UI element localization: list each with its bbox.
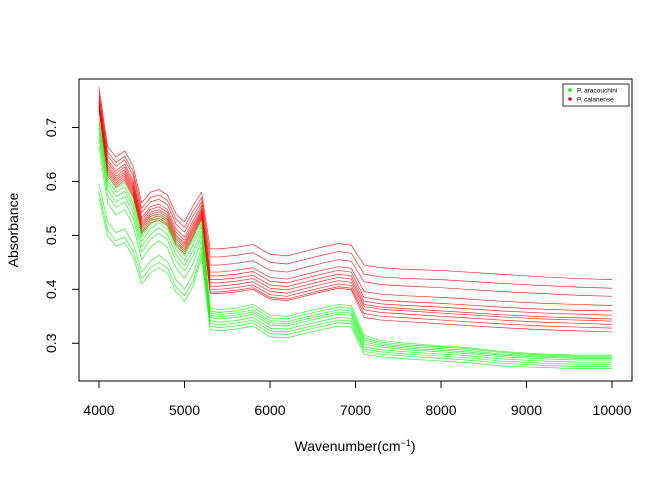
series-line-8 bbox=[98, 105, 613, 322]
legend-label: P. aracouchini bbox=[577, 87, 617, 94]
series-line-14 bbox=[98, 127, 612, 358]
y-tick-label: 0.7 bbox=[43, 118, 59, 138]
x-tick-label: 10000 bbox=[593, 402, 632, 418]
series-line-3 bbox=[98, 96, 613, 297]
x-axis-label-superscript: −1 bbox=[401, 438, 411, 448]
series-line-5 bbox=[98, 101, 613, 312]
series-layer bbox=[98, 87, 613, 369]
x-axis-label: Wavenumber(cm−1) bbox=[295, 438, 416, 454]
x-tick-label: 7000 bbox=[340, 402, 371, 418]
series-line-11 bbox=[98, 110, 613, 333]
legend-marker bbox=[568, 88, 572, 92]
x-axis: 4000 5000 6000 7000 8000 9000 10000 bbox=[83, 380, 632, 418]
y-tick-label: 0.5 bbox=[43, 225, 59, 245]
legend-box bbox=[562, 83, 630, 107]
x-axis-label-close: ) bbox=[411, 438, 416, 454]
x-tick-label: 9000 bbox=[511, 402, 542, 418]
series-line-15 bbox=[98, 132, 612, 359]
x-tick-label: 4000 bbox=[83, 402, 114, 418]
series-line-18 bbox=[98, 184, 612, 365]
series-line-7 bbox=[98, 104, 613, 320]
series-line-16 bbox=[98, 138, 612, 361]
legend: P. aracouchini P. calanense bbox=[562, 83, 630, 107]
y-axis-label: Absorbance bbox=[5, 192, 21, 267]
legend-marker bbox=[568, 97, 572, 101]
series-line-20 bbox=[98, 197, 612, 369]
series-line-19 bbox=[98, 192, 612, 367]
series-line-6 bbox=[98, 103, 613, 316]
series-line-9 bbox=[98, 107, 613, 325]
y-tick-label: 0.6 bbox=[43, 172, 59, 192]
series-line-13 bbox=[98, 123, 612, 357]
y-tick-label: 0.3 bbox=[43, 333, 59, 353]
series-line-10 bbox=[98, 108, 613, 329]
x-tick-label: 8000 bbox=[425, 402, 456, 418]
y-tick-label: 0.4 bbox=[43, 279, 59, 299]
x-tick-label: 6000 bbox=[254, 402, 285, 418]
series-line-2 bbox=[98, 92, 613, 289]
x-tick-label: 5000 bbox=[169, 402, 200, 418]
series-line-17 bbox=[98, 146, 612, 363]
y-axis: 0.3 0.4 0.5 0.6 0.7 bbox=[43, 118, 80, 353]
legend-label: P. calanense bbox=[577, 96, 614, 103]
series-line-4 bbox=[98, 99, 613, 306]
series-line-12 bbox=[98, 119, 612, 356]
series-line-1 bbox=[98, 87, 613, 280]
